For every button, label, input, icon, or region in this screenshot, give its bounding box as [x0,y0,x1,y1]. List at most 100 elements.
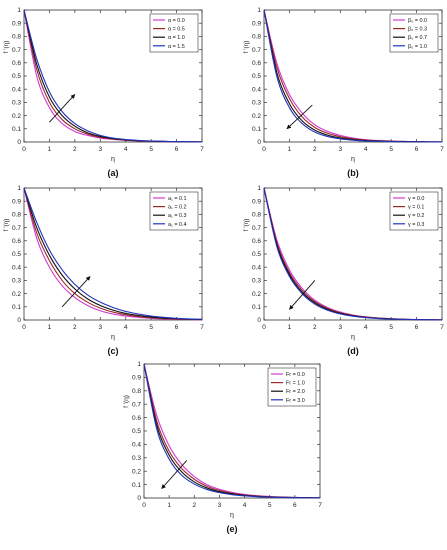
x-tick-label: 2 [73,324,77,331]
panel-label: (e) [227,524,238,534]
y-tick-label: 0.9 [252,20,261,27]
y-tick-label: 0.5 [12,73,21,80]
legend-entry: a₁ = 0.4 [168,222,186,228]
y-tick-label: 0.1 [12,304,21,311]
y-tick-label: 0.4 [132,442,141,449]
x-tick-label: 1 [48,324,52,331]
x-tick-label: 1 [288,324,292,331]
y-tick-label: 0.2 [252,291,261,298]
panel-label: (c) [108,346,119,356]
series-line-4 [263,9,443,143]
x-tick-label: 7 [200,146,204,153]
legend-entry: γ = 0.0 [408,196,424,202]
y-tick-label: 0.3 [12,100,21,107]
y-tick-label: 0.1 [132,482,141,489]
series-line-4 [263,187,443,321]
x-tick-label: 3 [338,324,342,331]
y-tick-label: 0.7 [252,225,261,232]
x-tick-label: 0 [22,324,26,331]
x-tick-label: 7 [440,324,444,331]
chart-panel-3: 0 1 2 3 4 5 6 7 0 0.1 0.2 0.3 0.4 0.5 0.6 0.7 0.8 0.9 1 η f … [3,185,204,356]
x-tick-label: 4 [243,502,247,509]
y-tick-label: 0.2 [252,113,261,120]
x-axis-label: η [111,334,115,341]
legend-entry: Fr = 2.0 [286,389,305,395]
x-tick-label: 5 [389,146,393,153]
legend-entry: Fr = 1.0 [286,381,305,387]
legend-entry: α = 0.0 [168,18,185,24]
y-tick-label: 0.8 [12,34,21,41]
legend-entry: β₀ = 1.0 [408,44,427,50]
x-tick-label: 6 [175,146,179,153]
x-tick-label: 4 [124,146,128,153]
y-axis-label: f '(η) [243,41,250,54]
x-tick-label: 3 [338,146,342,153]
y-tick-label: 0.6 [12,60,21,67]
chart-panel-5: 0 1 2 3 4 5 6 7 0 0.1 0.2 0.3 0.4 0.5 0.6 0.7 0.8 0.9 1 η f … [123,361,322,534]
x-tick-label: 0 [22,146,26,153]
x-tick-label: 5 [268,502,272,509]
x-axis-label: η [351,156,355,163]
y-tick-label: 0.5 [252,73,261,80]
x-tick-label: 3 [218,502,222,509]
y-tick-label: 0.5 [12,251,21,258]
y-tick-label: 0.9 [252,198,261,205]
x-axis-label: η [230,512,234,519]
x-tick-label: 0 [262,146,266,153]
y-tick-label: 1 [137,361,141,368]
x-tick-label: 2 [73,146,77,153]
x-tick-label: 1 [167,502,171,509]
y-tick-label: 0.5 [252,251,261,258]
y-tick-label: 0 [17,317,21,324]
legend-entry: α = 0.5 [168,27,185,33]
x-tick-label: 5 [389,324,393,331]
chart-panel-2: 0 1 2 3 4 5 6 7 0 0.1 0.2 0.3 0.4 0.5 0.6 0.7 0.8 0.9 1 η f … [243,7,444,178]
x-tick-label: 4 [364,324,368,331]
series-line-4 [23,187,203,320]
y-tick-label: 0.2 [12,291,21,298]
series-line-4 [143,363,321,499]
x-tick-label: 6 [293,502,297,509]
y-tick-label: 0.8 [12,212,21,219]
legend-entry: a₁ = 0.3 [168,213,186,219]
legend-entry: γ = 0.2 [408,213,424,219]
y-axis-label: f '(η) [3,219,10,232]
legend-entry: Fr = 3.0 [286,398,305,404]
legend-entry: a₁ = 0.2 [168,205,186,211]
y-tick-label: 0.8 [132,388,141,395]
y-tick-label: 0.3 [252,278,261,285]
y-tick-label: 0 [137,495,141,502]
legend-entry: α = 1.5 [168,44,185,50]
x-tick-label: 6 [415,324,419,331]
y-tick-label: 1 [17,185,21,192]
x-axis-label: η [351,334,355,341]
x-tick-label: 4 [364,146,368,153]
y-axis-label: f '(η) [243,219,250,232]
legend-entry: a₁ = 0.1 [168,196,186,202]
x-tick-label: 1 [48,146,52,153]
arrow-down-icon [289,280,316,310]
y-tick-label: 0.2 [132,468,141,475]
x-tick-label: 4 [124,324,128,331]
y-tick-label: 0.1 [252,126,261,133]
y-tick-label: 0.8 [252,212,261,219]
x-axis-label: η [111,156,115,163]
x-tick-label: 6 [415,146,419,153]
chart-panel-4: 0 1 2 3 4 5 6 7 0 0.1 0.2 0.3 0.4 0.5 0.6 0.7 0.8 0.9 1 η f … [243,185,444,356]
y-axis-label: f '(η) [3,41,10,54]
x-tick-label: 6 [175,324,179,331]
y-axis-label: f '(η) [123,395,130,408]
y-tick-label: 0.1 [12,126,21,133]
legend-entry: β₀ = 0.0 [408,18,427,24]
y-tick-label: 0.4 [252,86,261,93]
legend-entry: Fr = 0.0 [286,372,305,378]
x-tick-label: 2 [192,502,196,509]
y-tick-label: 0.4 [252,264,261,271]
x-tick-label: 2 [313,146,317,153]
arrow-down-icon [286,104,313,130]
arrow-down-icon [161,460,188,489]
y-tick-label: 0.3 [252,100,261,107]
y-tick-label: 0.2 [12,113,21,120]
y-tick-label: 0.4 [12,86,21,93]
y-tick-label: 0.9 [12,20,21,27]
